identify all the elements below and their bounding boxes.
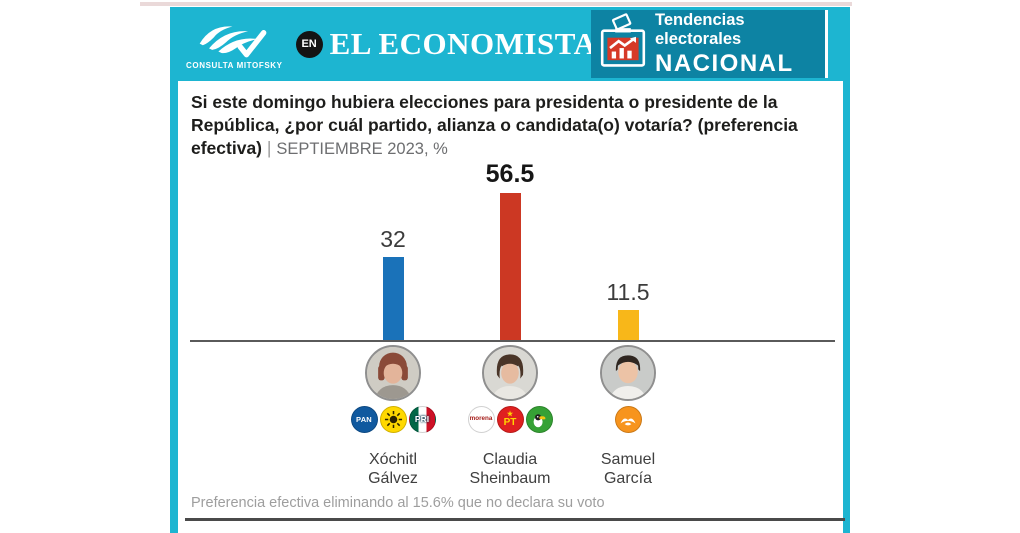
prd-sun-logo — [379, 406, 407, 433]
photo-claudia-sheinbaum — [482, 345, 538, 401]
ballot-box-icon — [597, 12, 649, 76]
poll-question: Si este domingo hubiera elecciones para … — [191, 91, 839, 161]
first-name: Samuel — [600, 451, 656, 468]
bar-column-claudia-sheinbaum: 56.5 — [450, 81, 570, 340]
photo-samuel-garcia — [600, 345, 656, 401]
poll-card: CONSULTA MITOFSKY EN EL ECONOMISTA — [170, 7, 850, 533]
pan-label: PAN — [356, 414, 372, 424]
first-name: Claudia — [482, 451, 538, 468]
tendencias-tag-box: Tendencias electorales NACIONAL — [591, 10, 828, 78]
bar-value-label: 56.5 — [485, 160, 535, 188]
pt-star-icon: ★ — [506, 410, 514, 418]
question-text: Si este domingo hubiera elecciones para … — [191, 92, 798, 159]
candidate-name-samuel: Samuel García — [563, 450, 693, 488]
content-area: Si este domingo hubiera elecciones para … — [178, 81, 845, 533]
pan-logo: PAN — [350, 406, 378, 433]
pri-logo: PRI — [408, 406, 436, 433]
bar-xochitl-galvez — [382, 257, 404, 340]
scan-artifact-line — [140, 2, 852, 6]
bar-column-xochitl-galvez: 32 — [333, 81, 453, 340]
first-name: Xóchitl — [368, 451, 418, 468]
candidate-name-claudia: Claudia Sheinbaum — [445, 450, 575, 488]
el-economista-wordmark: EL ECONOMISTA — [329, 26, 597, 61]
last-name: Gálvez — [368, 470, 418, 487]
en-badge: EN — [295, 30, 323, 58]
question-separator: | — [266, 138, 272, 159]
bar-claudia-sheinbaum — [499, 193, 521, 340]
party-logos-claudia: morena ★ PT — [450, 406, 570, 433]
morena-label: morena — [469, 415, 493, 423]
pri-label: PRI — [414, 414, 430, 425]
party-logos-xochitl: PAN PRI — [333, 406, 453, 433]
question-period: SEPTIEMBRE 2023, % — [276, 140, 448, 159]
bottom-rule — [185, 518, 845, 521]
bar-value-label: 11.5 — [606, 279, 650, 305]
mitofsky-bird-icon — [195, 20, 273, 63]
morena-logo: morena — [467, 406, 495, 433]
tag-line-nacional: NACIONAL — [655, 49, 794, 77]
pt-logo: ★ PT — [496, 406, 524, 433]
photo-xochitl-galvez — [365, 345, 421, 401]
bar-samuel-garcia — [617, 310, 639, 340]
pt-label: PT — [503, 416, 517, 428]
mitofsky-caption: CONSULTA MITOFSKY — [186, 61, 283, 70]
mc-eagle-logo — [614, 406, 642, 433]
consulta-mitofsky-logo: CONSULTA MITOFSKY — [186, 20, 283, 70]
header-band: CONSULTA MITOFSKY EN EL ECONOMISTA — [170, 7, 850, 81]
pvem-toucan-logo — [525, 406, 553, 433]
bar-column-samuel-garcia: 11.5 — [568, 81, 688, 340]
party-logos-samuel — [568, 406, 688, 433]
chart-baseline — [190, 340, 835, 342]
bar-value-label: 32 — [380, 226, 406, 252]
last-name: García — [603, 470, 652, 487]
tag-line-tendencias: Tendencias electorales — [655, 10, 745, 48]
last-name: Sheinbaum — [469, 470, 551, 487]
candidate-name-xochitl: Xóchitl Gálvez — [328, 450, 458, 488]
methodology-note: Preferencia efectiva eliminando al 15.6%… — [191, 495, 605, 511]
bar-chart: 32 56.5 11.5 — [178, 81, 843, 342]
